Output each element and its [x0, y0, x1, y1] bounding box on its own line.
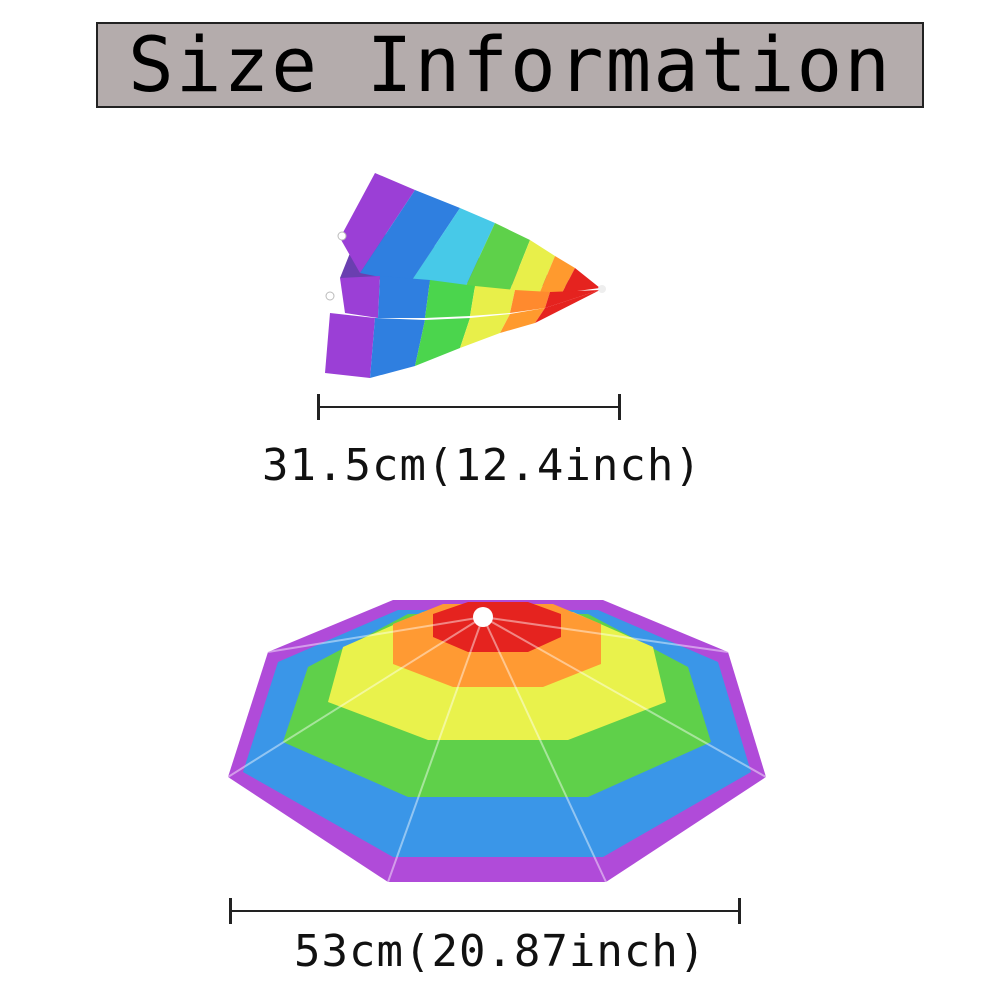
- open-size-dimension-line: [229, 898, 741, 924]
- page-title: Size Information: [127, 20, 893, 109]
- open-size-label: 53cm(20.87inch): [294, 926, 707, 977]
- folded-size-dimension-line: [317, 394, 621, 420]
- folded-umbrella-hat-image: [325, 173, 606, 378]
- open-umbrella-hat-image: [228, 600, 766, 883]
- title-banner: Size Information: [96, 22, 924, 108]
- folded-size-label: 31.5cm(12.4inch): [262, 440, 702, 491]
